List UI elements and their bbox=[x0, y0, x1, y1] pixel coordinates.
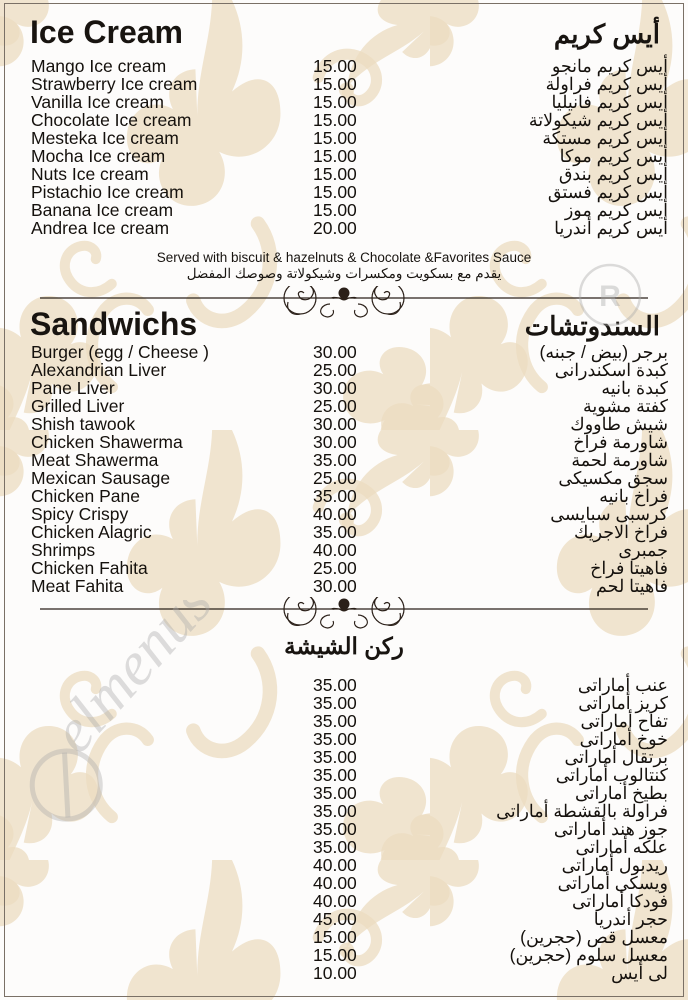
svg-text:R: R bbox=[599, 280, 621, 313]
svg-text:elmenus: elmenus bbox=[39, 600, 225, 765]
